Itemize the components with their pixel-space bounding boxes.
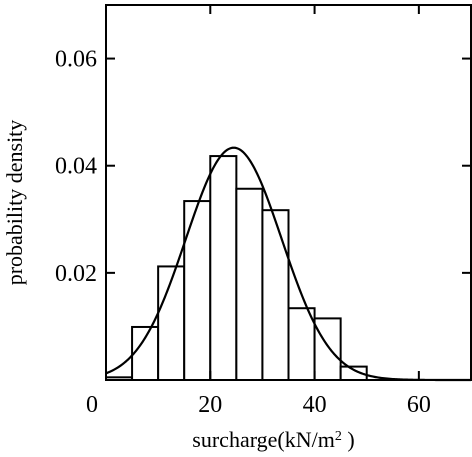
histogram-bar [183, 200, 212, 381]
histogram-bars [105, 155, 368, 382]
y-tick-label: 0.04 [55, 154, 97, 180]
normal-fit-curve [105, 146, 471, 382]
x-axis-label: surcharge(kN/m2 ) [192, 427, 354, 452]
plot-area: 0 20 40 60 0.02 0.04 0.06 [55, 4, 472, 418]
histogram-bar [261, 209, 290, 381]
x-axis-ticks: 0 20 40 60 [86, 5, 431, 418]
y-tick-label: 0.02 [55, 261, 97, 287]
y-tick-label: 0.06 [55, 47, 97, 73]
x-tick-label: 60 [407, 392, 431, 418]
x-tick-label: 0 [86, 392, 98, 418]
histogram-bar [131, 325, 160, 382]
histogram-bar [235, 187, 264, 381]
y-axis-label: probability density [2, 120, 27, 286]
y-axis-ticks: 0.02 0.04 0.06 [55, 47, 471, 287]
histogram-bar [339, 365, 368, 382]
x-axis-label-tail: ) [342, 427, 355, 452]
x-axis-label-superscript: 2 [335, 429, 342, 444]
x-tick-label: 40 [303, 392, 327, 418]
x-axis-label-main: surcharge(kN/m [192, 427, 335, 452]
histogram-bar [157, 265, 186, 381]
histogram-bar [313, 317, 342, 381]
histogram-bar [287, 307, 316, 382]
x-tick-label: 20 [198, 392, 222, 418]
histogram-bar [209, 155, 238, 381]
histogram-bar [105, 376, 134, 382]
